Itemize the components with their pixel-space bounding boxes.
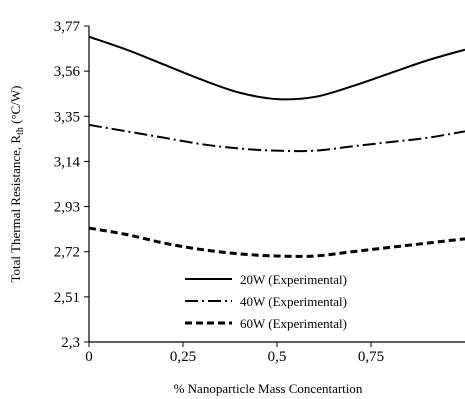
x-axis-ticks: 0 0,25 0,5 0,75 bbox=[85, 342, 384, 365]
x-axis-title: % Nanoparticle Mass Concentartion bbox=[174, 381, 363, 396]
y-tick-label: 2,72 bbox=[54, 245, 80, 261]
y-axis-title-subscript: th bbox=[15, 127, 26, 135]
y-axis-ticks: 2,3 2,51 2,72 2,93 3,14 3,35 3,56 3,77 bbox=[54, 19, 89, 351]
x-tick-label: 0,5 bbox=[268, 349, 287, 365]
y-tick-label: 2,93 bbox=[54, 200, 80, 216]
y-tick-label: 3,56 bbox=[54, 64, 81, 80]
y-tick-label: 3,35 bbox=[54, 109, 80, 125]
legend-label: 40W (Experimental) bbox=[240, 294, 347, 309]
series-line-40w bbox=[88, 123, 465, 153]
legend-label: 20W (Experimental) bbox=[240, 272, 347, 287]
y-tick-label: 2,3 bbox=[61, 335, 80, 351]
x-tick-label: 0,25 bbox=[170, 349, 196, 365]
series-lines bbox=[88, 35, 465, 258]
y-tick-label: 3,14 bbox=[54, 154, 81, 170]
y-axis-title: Total Thermal Resistance, Rth (°C/W) bbox=[8, 85, 26, 282]
series-line-20w bbox=[88, 35, 465, 101]
x-tick-label: 0,75 bbox=[358, 349, 384, 365]
x-tick-label: 0 bbox=[85, 349, 93, 365]
legend-label: 60W (Experimental) bbox=[240, 316, 347, 331]
y-axis-title-unit: (°C/W) bbox=[8, 85, 23, 127]
series-line-60w bbox=[88, 226, 465, 258]
legend: 20W (Experimental) 40W (Experimental) 60W … bbox=[185, 272, 347, 331]
y-tick-label: 2,51 bbox=[54, 290, 80, 306]
y-tick-label: 3,77 bbox=[54, 19, 81, 35]
y-axis-title-main: Total Thermal Resistance, R bbox=[8, 135, 23, 283]
